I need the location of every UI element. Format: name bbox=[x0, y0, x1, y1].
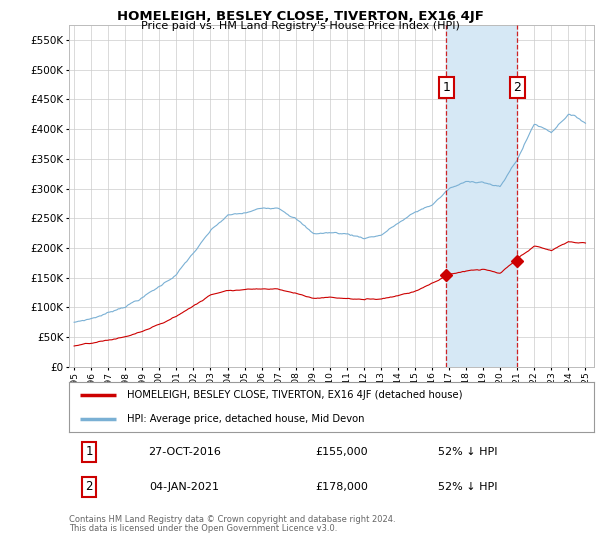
Text: 52% ↓ HPI: 52% ↓ HPI bbox=[438, 482, 498, 492]
Text: 04-JAN-2021: 04-JAN-2021 bbox=[149, 482, 220, 492]
Text: 52% ↓ HPI: 52% ↓ HPI bbox=[438, 447, 498, 456]
Text: Contains HM Land Registry data © Crown copyright and database right 2024.: Contains HM Land Registry data © Crown c… bbox=[69, 515, 395, 524]
Text: 2: 2 bbox=[514, 81, 521, 94]
Text: 1: 1 bbox=[85, 445, 93, 458]
Text: 27-OCT-2016: 27-OCT-2016 bbox=[148, 447, 221, 456]
Text: £155,000: £155,000 bbox=[316, 447, 368, 456]
Text: £178,000: £178,000 bbox=[316, 482, 368, 492]
Text: HPI: Average price, detached house, Mid Devon: HPI: Average price, detached house, Mid … bbox=[127, 414, 364, 424]
Bar bbox=[446, 25, 517, 367]
Text: HOMELEIGH, BESLEY CLOSE, TIVERTON, EX16 4JF: HOMELEIGH, BESLEY CLOSE, TIVERTON, EX16 … bbox=[116, 10, 484, 23]
Text: Price paid vs. HM Land Registry's House Price Index (HPI): Price paid vs. HM Land Registry's House … bbox=[140, 21, 460, 31]
Text: 2: 2 bbox=[85, 480, 93, 493]
Text: HOMELEIGH, BESLEY CLOSE, TIVERTON, EX16 4JF (detached house): HOMELEIGH, BESLEY CLOSE, TIVERTON, EX16 … bbox=[127, 390, 462, 400]
Text: This data is licensed under the Open Government Licence v3.0.: This data is licensed under the Open Gov… bbox=[69, 524, 337, 533]
Text: 1: 1 bbox=[442, 81, 450, 94]
